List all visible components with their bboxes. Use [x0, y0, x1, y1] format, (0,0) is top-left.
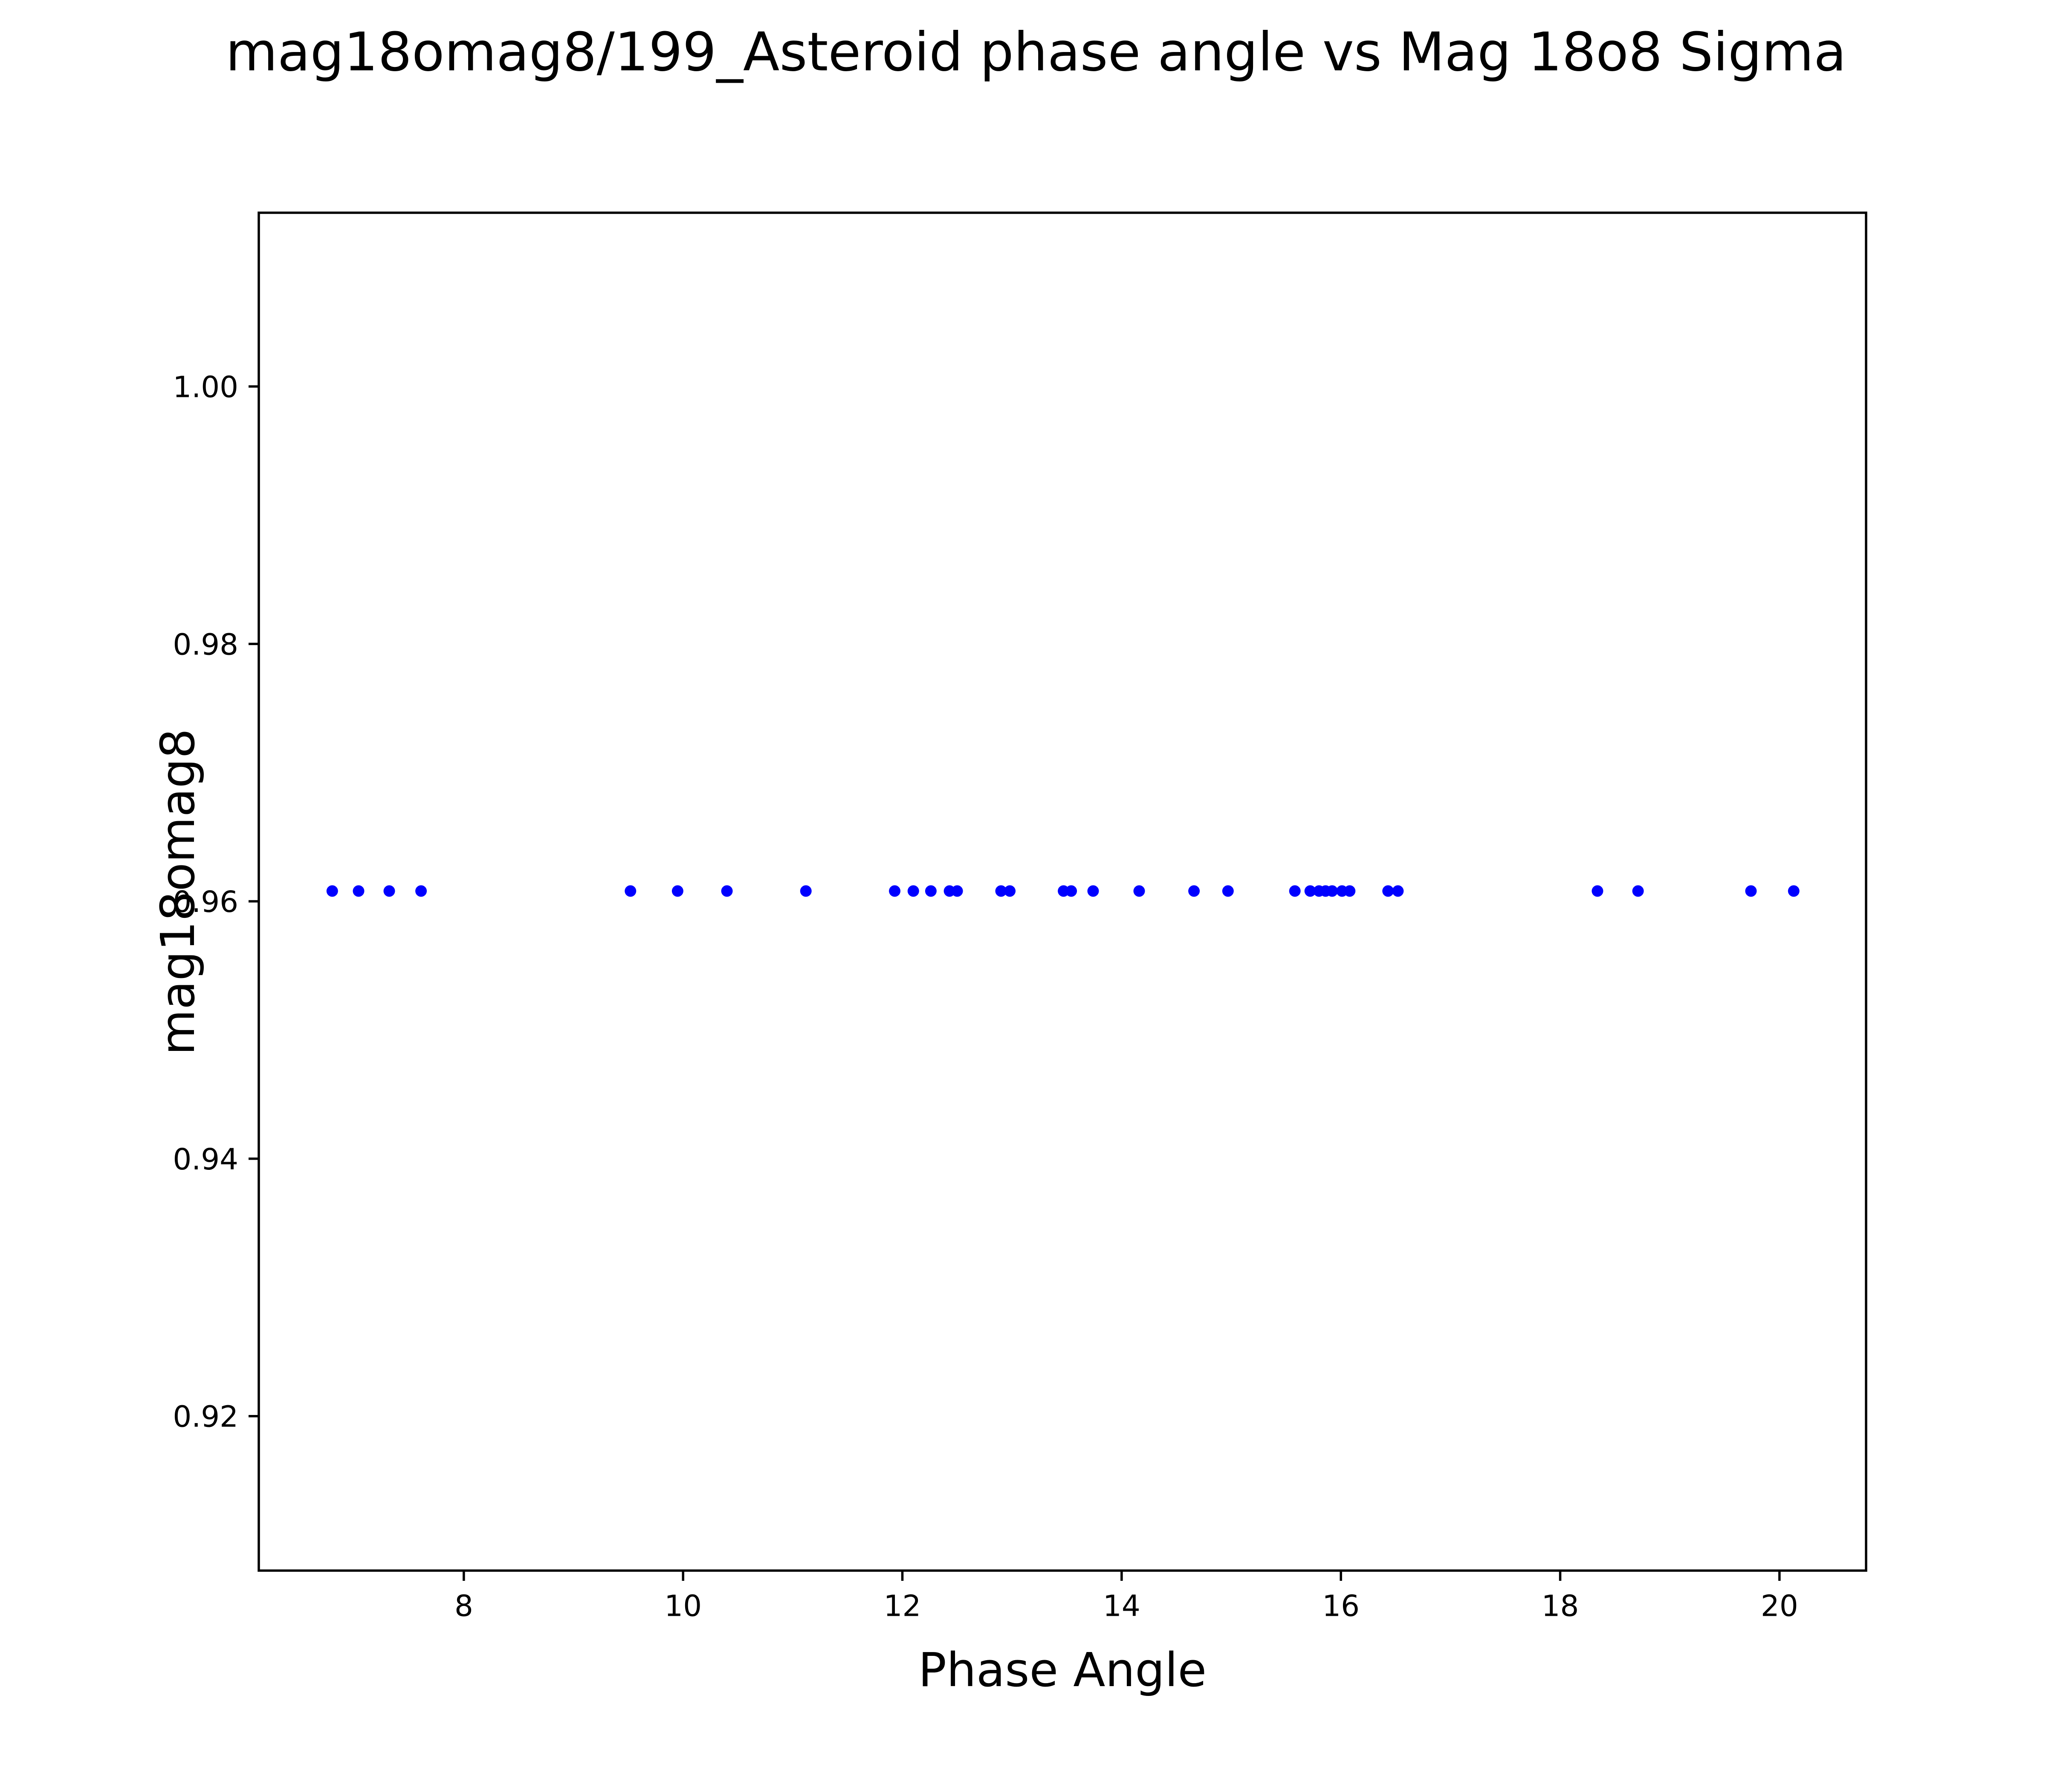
data-point: [353, 885, 365, 897]
data-point: [1004, 885, 1016, 897]
data-point: [800, 885, 812, 897]
data-point: [925, 885, 937, 897]
x-tick-label: 12: [884, 1589, 921, 1623]
data-point: [1344, 885, 1356, 897]
y-tick-label: 0.92: [173, 1400, 238, 1434]
x-tick-label: 18: [1542, 1589, 1579, 1623]
data-points: [326, 885, 1800, 897]
data-point: [1304, 885, 1316, 897]
data-point: [951, 885, 963, 897]
data-point: [1392, 885, 1404, 897]
data-point: [1382, 885, 1394, 897]
data-point: [1188, 885, 1200, 897]
y-tick-label: 0.96: [173, 885, 238, 919]
y-tick-label: 0.94: [173, 1143, 238, 1177]
data-point: [625, 885, 637, 897]
y-tick-label: 0.98: [173, 628, 238, 662]
data-point: [415, 885, 427, 897]
data-point: [326, 885, 338, 897]
x-tick-label: 20: [1761, 1589, 1798, 1623]
chart-title: mag18omag8/199_Asteroid phase angle vs M…: [226, 21, 1846, 83]
data-point: [907, 885, 919, 897]
data-point: [1222, 885, 1234, 897]
x-tick-label: 14: [1103, 1589, 1140, 1623]
data-point: [671, 885, 683, 897]
y-axis-ticks: 0.92 0.94 0.96 0.98 1.00: [173, 370, 259, 1434]
plot-frame: [258, 211, 1867, 1572]
x-tick-label: 10: [664, 1589, 702, 1623]
y-tick-label: 1.00: [173, 370, 238, 405]
x-axis-label: Phase Angle: [918, 1643, 1207, 1697]
data-point: [1087, 885, 1099, 897]
data-point: [1632, 885, 1644, 897]
data-point: [1289, 885, 1301, 897]
data-point: [1065, 885, 1077, 897]
data-point: [1326, 885, 1338, 897]
data-point: [995, 885, 1007, 897]
data-point: [1745, 885, 1757, 897]
data-point: [383, 885, 395, 897]
y-axis-label: mag18omag8: [150, 729, 205, 1055]
data-point: [1592, 885, 1603, 897]
x-axis-ticks: 8 10 12 14 16 18 20: [454, 1571, 1798, 1623]
x-tick-label: 16: [1322, 1589, 1360, 1623]
data-point: [1788, 885, 1800, 897]
data-point: [721, 885, 733, 897]
x-tick-label: 8: [454, 1589, 473, 1623]
data-point: [1133, 885, 1145, 897]
data-point: [889, 885, 901, 897]
